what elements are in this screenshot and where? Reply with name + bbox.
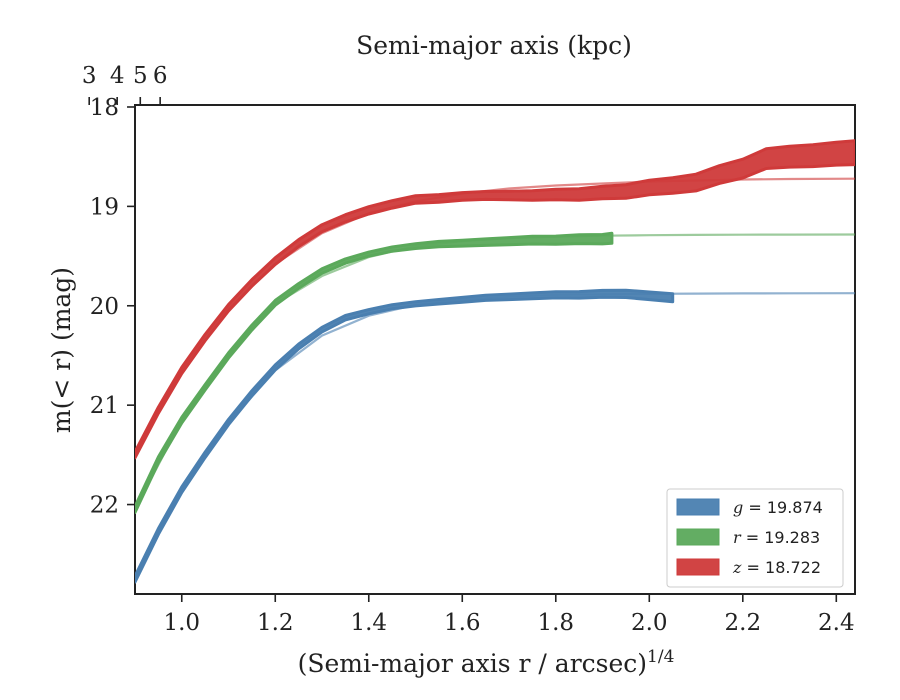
top-axis-title: Semi-major axis (kpc) xyxy=(356,31,632,60)
top-tick-label: 5 xyxy=(133,63,148,89)
legend: g = 19.874 r = 19.283 z = 18.722 xyxy=(666,488,844,588)
top-tick-label: 4 xyxy=(110,63,125,89)
legend-swatch-g xyxy=(676,498,720,516)
top-tick-label: 3 xyxy=(82,63,97,89)
band-z xyxy=(135,139,855,460)
top-tick-label: 6 xyxy=(153,63,168,89)
series-layer xyxy=(135,139,855,584)
legend-swatch-r xyxy=(676,528,720,546)
legend-swatch-z xyxy=(676,558,720,576)
bottom-x-axis: 1.0 1.2 1.4 1.6 1.8 2.0 2.2 2.4 xyxy=(163,594,855,636)
x-tick-label: 1.4 xyxy=(350,610,387,636)
x-tick-label: 1.6 xyxy=(444,610,481,636)
legend-label-z: z = 18.722 xyxy=(732,558,821,577)
model-curve-z xyxy=(135,177,855,456)
x-axis-title-text: (Semi-major axis r / arcsec) xyxy=(298,649,647,678)
x-axis-title-superscript: 1/4 xyxy=(647,647,674,667)
series-g xyxy=(135,288,855,584)
band-g xyxy=(135,288,675,584)
y-tick-label: 20 xyxy=(90,294,119,320)
x-tick-label: 1.8 xyxy=(537,610,574,636)
x-tick-label: 2.0 xyxy=(631,610,668,636)
series-z xyxy=(135,139,855,460)
x-tick-label: 2.2 xyxy=(725,610,762,636)
x-tick-label: 1.2 xyxy=(257,610,294,636)
series-r xyxy=(135,231,855,514)
x-axis-title: (Semi-major axis r / arcsec)1/4 xyxy=(298,647,675,678)
x-tick-label: 1.0 xyxy=(163,610,200,636)
plot-frame xyxy=(134,104,856,595)
band-r xyxy=(135,231,614,514)
legend-label-g: g = 19.874 xyxy=(733,498,823,517)
y-tick-label: 22 xyxy=(90,493,119,519)
x-tick-label: 2.4 xyxy=(818,610,855,636)
model-curve-r xyxy=(135,233,855,511)
y-tick-label: 21 xyxy=(90,393,119,419)
legend-label-r: r = 19.283 xyxy=(733,528,820,547)
y-tick-label: 18 xyxy=(90,95,119,121)
y-tick-label: 19 xyxy=(90,194,119,220)
y-axis-title: m(< r) (mag) xyxy=(47,267,76,433)
y-axis: 18 19 20 21 22 xyxy=(90,95,135,519)
